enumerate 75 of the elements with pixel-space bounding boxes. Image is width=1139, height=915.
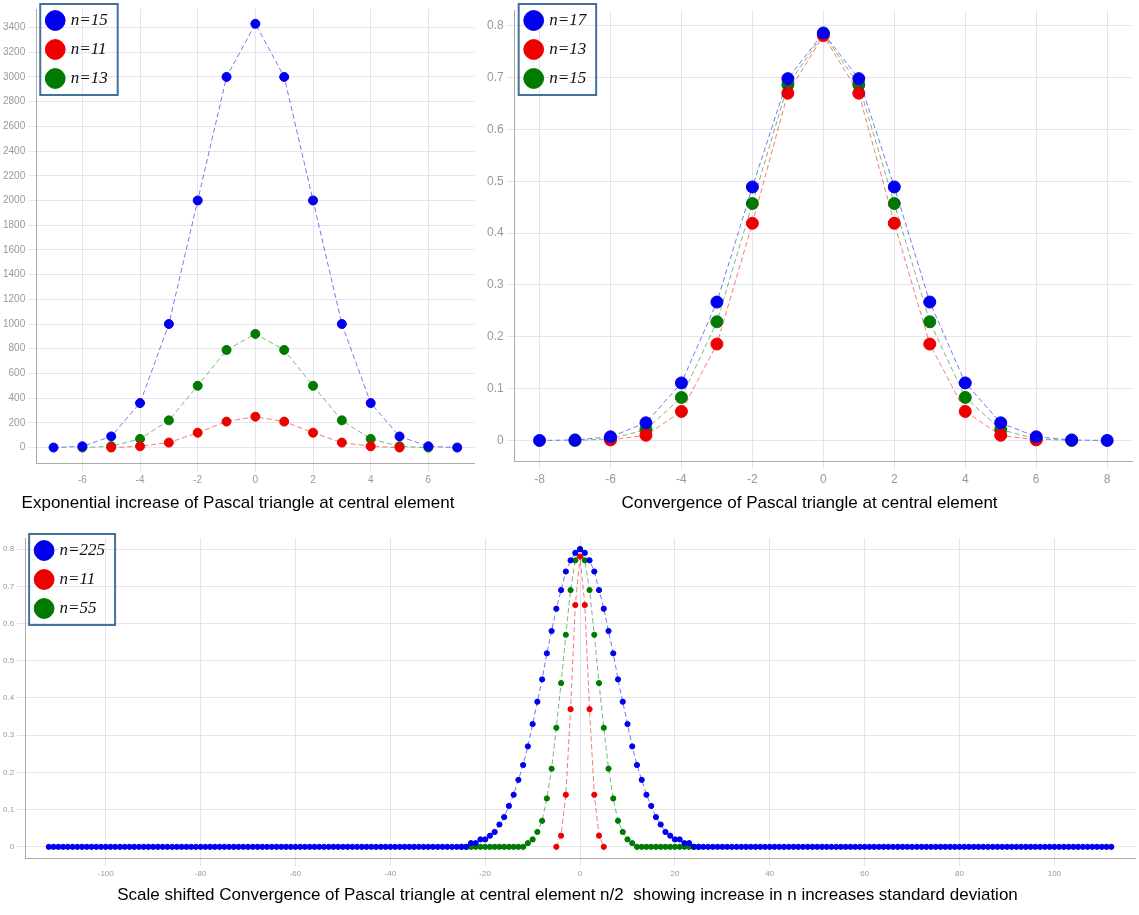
y-tick-label: 1200 <box>3 293 26 305</box>
x-tick-label: 8 <box>1103 471 1111 486</box>
x-tick-label: 20 <box>670 869 680 878</box>
y-tick-label: 0.7 <box>3 581 15 591</box>
x-tick-label: 2 <box>890 471 898 486</box>
x-tick-label: 80 <box>955 869 965 878</box>
x-tick-label: 6 <box>425 474 432 486</box>
legend-label: n=13 <box>70 67 108 87</box>
x-tick-label: -40 <box>384 869 397 878</box>
y-tick-label: 1600 <box>3 243 26 255</box>
y-tick-label: 600 <box>8 367 26 379</box>
y-tick-label: 0.7 <box>486 69 504 84</box>
x-tick-label: -60 <box>289 869 302 878</box>
x-tick-label: -6 <box>77 474 88 486</box>
y-tick-label: 0.8 <box>486 18 504 33</box>
y-tick-label: 2600 <box>3 120 26 132</box>
y-tick-label: 0.3 <box>486 277 504 292</box>
y-tick-label: 3200 <box>3 45 26 57</box>
text: Exponential increase of Pascal triangle at central element <box>21 493 455 513</box>
y-tick-label: 800 <box>8 342 26 354</box>
x-tick-label: -2 <box>193 474 203 486</box>
legend-label: n=55 <box>59 597 97 617</box>
x-tick-label: 4 <box>961 471 969 486</box>
x-tick-label: 100 <box>1047 869 1062 878</box>
legend-label: n=15 <box>549 67 587 87</box>
y-tick-label: 0.1 <box>3 804 15 814</box>
x-tick-label: 0 <box>577 869 583 878</box>
y-tick-label: 1800 <box>3 218 26 230</box>
x-tick-label: -100 <box>97 869 115 878</box>
legend-label: n=11 <box>59 568 96 588</box>
y-tick-label: 0.4 <box>3 693 15 703</box>
x-tick-label: -6 <box>605 471 617 486</box>
y-tick-label: 0.5 <box>486 173 504 188</box>
x-tick-label: 2 <box>310 474 317 486</box>
y-tick-label: 0.2 <box>3 767 15 777</box>
x-tick-label: 40 <box>765 869 775 878</box>
x-tick-label: -80 <box>194 869 207 878</box>
x-tick-label: -8 <box>534 471 546 486</box>
y-tick-label: 0.8 <box>3 544 15 554</box>
x-tick-label: 0 <box>252 474 259 486</box>
y-tick-label: 0.5 <box>3 655 15 665</box>
x-tick-label: -20 <box>479 869 492 878</box>
y-tick-label: 0.4 <box>486 225 504 240</box>
legend-label: n=15 <box>70 9 108 29</box>
x-tick-label: -2 <box>747 471 759 486</box>
y-tick-label: 2000 <box>3 194 26 206</box>
y-tick-label: 3000 <box>3 70 26 82</box>
x-tick-label: 60 <box>860 869 870 878</box>
x-tick-label: -4 <box>135 474 145 486</box>
text: Convergence of Pascal triangle at central element <box>621 493 998 513</box>
y-tick-label: 2800 <box>3 95 26 107</box>
text: Scale shifted Convergence of Pascal triangle at central element n/2 showing increase in n increases standard deviation <box>117 885 1018 905</box>
y-tick-label: 3400 <box>3 21 26 33</box>
x-tick-label: -4 <box>676 471 688 486</box>
y-tick-label: 0.6 <box>3 618 15 628</box>
y-tick-label: 0 <box>496 432 504 447</box>
legend-label: n=225 <box>59 539 106 559</box>
legend-label: n=13 <box>549 38 587 58</box>
legend-label: n=17 <box>549 9 588 29</box>
x-tick-label: 0 <box>820 471 827 486</box>
y-tick-label: 0 <box>9 842 15 852</box>
y-tick-label: 2400 <box>3 144 26 156</box>
x-tick-label: 4 <box>367 474 374 486</box>
x-tick-label: 6 <box>1032 471 1040 486</box>
y-tick-label: 0.1 <box>486 380 504 395</box>
y-tick-label: 1400 <box>3 268 26 280</box>
y-tick-label: 400 <box>8 391 26 403</box>
y-tick-label: 200 <box>8 416 26 428</box>
legend-label: n=11 <box>70 38 107 58</box>
y-tick-label: 0.6 <box>486 121 504 136</box>
y-tick-label: 0.3 <box>3 730 15 740</box>
y-tick-label: 0 <box>19 441 26 453</box>
y-tick-label: 1000 <box>3 317 26 329</box>
y-tick-label: 0.2 <box>486 329 504 344</box>
y-tick-label: 2200 <box>3 169 26 181</box>
